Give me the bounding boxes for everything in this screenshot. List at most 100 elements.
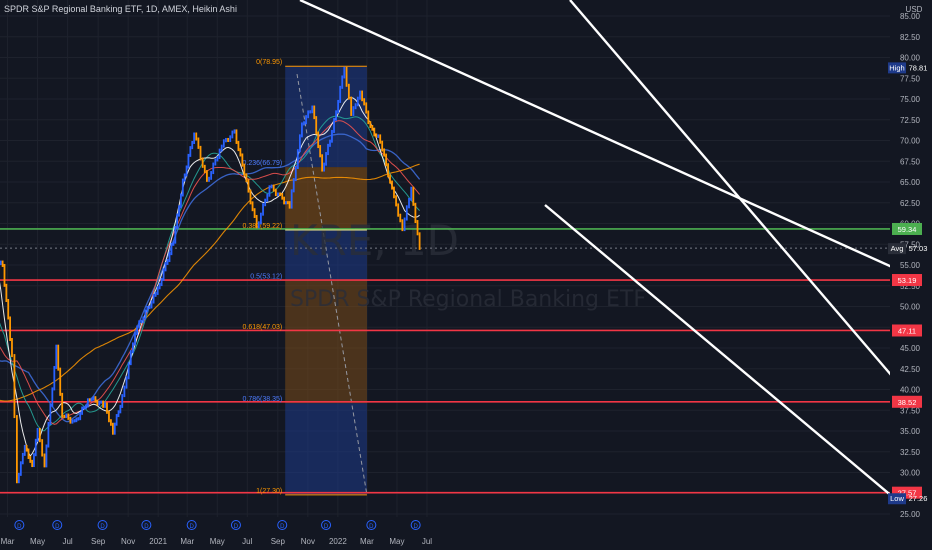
candle	[298, 134, 301, 153]
candle	[156, 286, 159, 295]
candle	[272, 184, 275, 192]
trend-lines[interactable]	[299, 0, 932, 514]
low-value: 27.26	[909, 494, 928, 503]
dividend-marker	[321, 520, 332, 530]
level-tag: 59.34	[898, 225, 917, 234]
avg-value: 57.03	[909, 244, 928, 253]
time-tick: May	[210, 537, 225, 546]
ma-long	[0, 163, 420, 402]
candle	[277, 192, 279, 197]
price-tick: 55.00	[900, 261, 921, 270]
candle	[5, 283, 8, 303]
candle	[119, 404, 122, 414]
time-tick: Sep	[91, 537, 106, 546]
candle	[63, 414, 66, 419]
candle	[329, 139, 331, 147]
candle	[262, 203, 264, 216]
level-tag-bg	[892, 222, 922, 235]
watermark: KRE, 1D SPDR S&P Regional Banking ETF	[290, 216, 646, 312]
candle	[317, 131, 320, 149]
fib-zone-0382-05	[285, 229, 367, 281]
candle	[393, 186, 395, 199]
time-axis: Mar May Jul Sep Nov 2021 Mar May Jul Sep Nov 2022 Ma…	[0, 517, 890, 550]
dividend-marker-label: D	[17, 524, 22, 530]
candle	[77, 417, 80, 421]
level-tag: 27.57	[898, 489, 917, 498]
candle	[243, 163, 246, 177]
candle	[45, 444, 48, 468]
candle	[343, 66, 346, 79]
support-resistance-lines[interactable]	[0, 228, 890, 494]
level-tag: 47.11	[898, 326, 916, 335]
price-tick: 37.50	[900, 406, 921, 415]
price-series	[0, 66, 421, 484]
level-tag-bg	[892, 324, 922, 337]
ma-red	[0, 120, 420, 425]
candle	[7, 299, 10, 320]
dividend-marker	[186, 520, 197, 530]
candle	[108, 410, 110, 423]
candle	[98, 400, 101, 406]
candle	[321, 154, 324, 172]
candle	[41, 439, 44, 457]
candle	[347, 83, 350, 100]
candle	[331, 129, 333, 143]
candle	[216, 155, 219, 162]
candle	[296, 149, 299, 170]
candle	[255, 214, 258, 229]
candle	[140, 319, 143, 324]
dividend-marker	[366, 520, 377, 530]
price-tick: 52.50	[900, 282, 921, 291]
candle	[383, 148, 386, 157]
fib-label: 0(78.95)	[256, 59, 282, 66]
candle	[395, 195, 397, 207]
candle	[110, 419, 112, 426]
candle	[134, 332, 136, 346]
candle	[387, 163, 389, 178]
moving-average-bands	[0, 96, 421, 457]
candle	[43, 453, 46, 468]
high-chip-bg	[888, 62, 906, 74]
candle	[257, 221, 260, 229]
candle	[73, 419, 76, 423]
price-tick: 32.50	[900, 448, 921, 457]
candle	[233, 129, 236, 134]
candle	[253, 208, 256, 218]
candle	[260, 212, 262, 225]
candle	[231, 130, 234, 139]
candle	[311, 105, 314, 114]
price-tick: 85.00	[900, 12, 921, 21]
dividend-marker-label: D	[234, 524, 239, 530]
time-tick: Jul	[62, 537, 72, 546]
candle	[323, 162, 325, 172]
candle	[144, 309, 147, 320]
level-tag: 38.52	[898, 398, 917, 407]
candle	[83, 406, 85, 410]
dividend-marker-label: D	[413, 524, 418, 530]
fib-label: 0.618(47.03)	[242, 324, 282, 331]
time-tick: Jul	[242, 537, 252, 546]
candle	[399, 213, 402, 223]
candle	[241, 153, 244, 167]
candle	[185, 165, 188, 177]
candle	[86, 398, 89, 408]
trend-line-mid-ext	[569, 0, 932, 424]
candle	[21, 452, 24, 465]
candle	[25, 444, 28, 452]
candle	[319, 145, 322, 158]
candle	[33, 453, 35, 468]
candle	[69, 416, 72, 424]
price-tick: 42.50	[900, 365, 921, 374]
candle	[160, 277, 163, 287]
candle	[227, 137, 229, 142]
price-tick: 82.50	[900, 33, 921, 42]
candle	[71, 419, 74, 424]
fib-zone-0786-1	[285, 403, 367, 495]
candle	[247, 179, 250, 193]
candle	[121, 394, 124, 408]
candle	[180, 193, 182, 209]
candle	[218, 148, 221, 159]
